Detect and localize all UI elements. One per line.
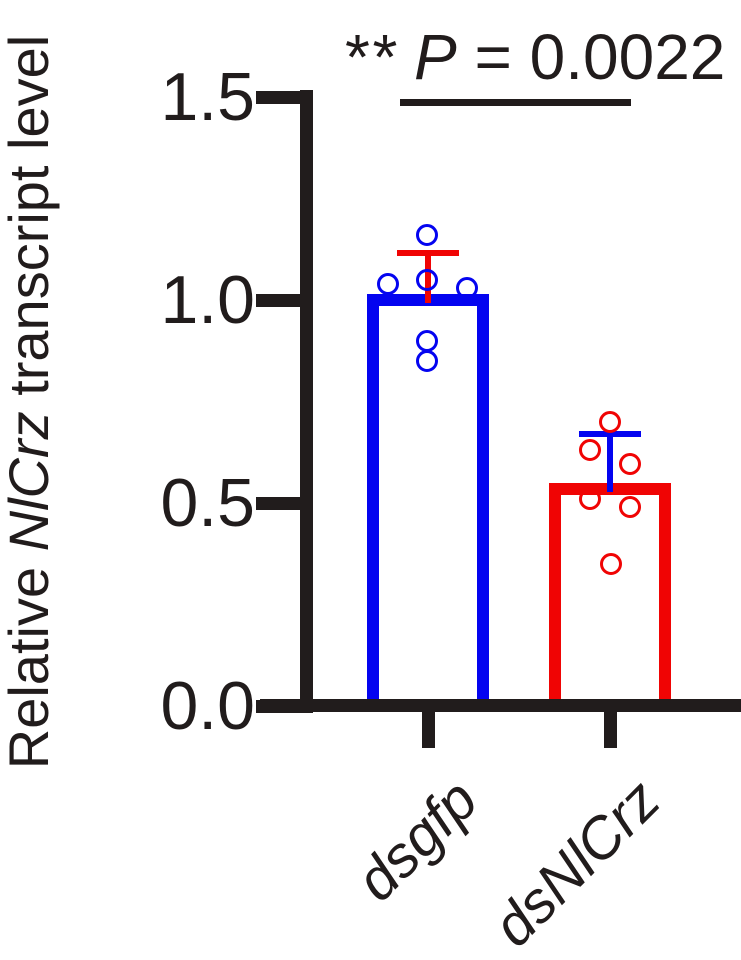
data-point-dsgfp (416, 224, 438, 247)
y-tick-label: 0.0 (160, 668, 255, 744)
y-tick (256, 293, 313, 307)
error-bar-line-dsNlCrz (607, 433, 613, 492)
bar-dsNlCrz (549, 482, 671, 705)
data-point-dsgfp (416, 268, 438, 291)
data-point-dsNlCrz (619, 496, 641, 519)
data-point-dsgfp (416, 329, 438, 352)
y-axis-line (300, 90, 313, 712)
error-bar-cap-dsNlCrz (579, 430, 641, 437)
x-tick (603, 711, 617, 748)
data-point-dsNlCrz (579, 439, 601, 462)
y-tick (256, 496, 313, 510)
data-point-dsNlCrz (579, 487, 601, 510)
y-tick-label: 1.0 (160, 262, 255, 338)
data-point-dsNlCrz (619, 453, 641, 476)
data-point-dsgfp (377, 272, 399, 295)
significance-text: ** P = 0.0022 (345, 25, 725, 89)
x-axis-line (260, 699, 741, 712)
x-tick-label-dsNlCrz: dsNlCrz (480, 767, 673, 959)
y-axis-title-gene: NlCrz (0, 411, 60, 552)
data-point-dsNlCrz (600, 552, 622, 575)
data-point-dsgfp (416, 349, 438, 372)
significance-p-symbol: P (414, 21, 457, 93)
error-bar-cap-dsgfp (397, 250, 459, 257)
y-tick-label: 0.5 (160, 465, 255, 541)
y-axis-title: Relative NlCrz transcript level (0, 34, 60, 770)
y-axis-title-suffix: transcript level (0, 34, 60, 412)
x-tick-label-dsgfp: dsgfp (343, 767, 491, 914)
y-tick-label: 1.5 (160, 59, 255, 135)
significance-stars: ** (345, 21, 400, 93)
y-tick (256, 90, 313, 104)
data-point-dsNlCrz (599, 410, 621, 433)
y-axis-title-prefix: Relative (0, 551, 60, 770)
significance-p-value: = 0.0022 (456, 21, 726, 93)
x-tick (421, 711, 435, 748)
data-point-dsgfp (456, 276, 478, 299)
y-tick (256, 699, 313, 713)
significance-bracket (400, 99, 631, 106)
